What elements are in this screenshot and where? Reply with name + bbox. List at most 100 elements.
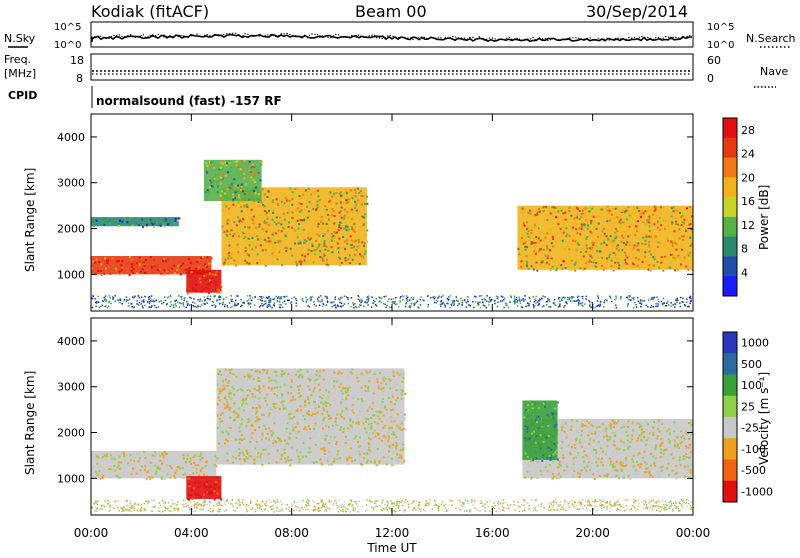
data-cell bbox=[248, 263, 250, 265]
data-cell bbox=[291, 446, 293, 448]
scatter-cell bbox=[221, 505, 223, 507]
data-cell bbox=[228, 375, 230, 377]
data-cell bbox=[372, 432, 374, 434]
scatter-cell bbox=[620, 509, 622, 511]
data-cell bbox=[218, 168, 220, 170]
data-cell bbox=[310, 194, 312, 196]
scatter-cell bbox=[481, 502, 483, 504]
scatter-cell bbox=[110, 505, 112, 507]
nsky-trace bbox=[92, 35, 692, 42]
noise-panel-frame bbox=[91, 22, 693, 47]
data-cell bbox=[676, 427, 678, 429]
scatter-cell bbox=[137, 295, 139, 297]
data-cell bbox=[622, 251, 624, 253]
data-cell bbox=[232, 373, 234, 375]
data-cell bbox=[664, 228, 666, 230]
scatter-cell bbox=[691, 507, 693, 509]
data-cell bbox=[215, 181, 217, 183]
data-cell bbox=[538, 237, 540, 239]
data-cell bbox=[553, 417, 555, 419]
data-cell bbox=[208, 263, 210, 265]
data-cell bbox=[371, 408, 373, 410]
data-cell bbox=[304, 426, 306, 428]
scatter-cell bbox=[566, 303, 568, 305]
data-cell bbox=[356, 377, 358, 379]
scatter-cell bbox=[589, 305, 591, 307]
data-cell bbox=[300, 395, 302, 397]
data-cell bbox=[613, 426, 615, 428]
data-cell bbox=[387, 440, 389, 442]
data-cell bbox=[328, 418, 330, 420]
scatter-cell bbox=[361, 302, 363, 304]
data-cell bbox=[556, 429, 558, 431]
data-cell bbox=[606, 235, 608, 237]
data-cell bbox=[525, 425, 527, 427]
data-cell bbox=[254, 181, 256, 183]
data-cell bbox=[205, 454, 207, 456]
data-cell bbox=[574, 217, 576, 219]
data-cell bbox=[585, 251, 587, 253]
scatter-cell bbox=[217, 511, 219, 512]
data-cell bbox=[297, 207, 299, 209]
data-cell bbox=[257, 205, 259, 207]
data-cell bbox=[545, 437, 547, 439]
scatter-cell bbox=[119, 302, 121, 304]
data-cell bbox=[358, 414, 360, 416]
data-cell bbox=[359, 450, 361, 452]
data-cell bbox=[551, 229, 553, 231]
data-cell bbox=[325, 389, 327, 391]
data-cell bbox=[277, 242, 279, 244]
data-cell bbox=[341, 207, 343, 209]
data-cell bbox=[210, 281, 212, 283]
scatter-cell bbox=[197, 306, 199, 308]
data-cell bbox=[307, 253, 309, 255]
data-cell bbox=[610, 463, 612, 465]
data-cell bbox=[582, 213, 584, 215]
data-cell bbox=[222, 382, 224, 384]
data-cell bbox=[162, 223, 164, 225]
data-cell bbox=[399, 427, 401, 429]
scatter-cell bbox=[405, 303, 407, 305]
data-cell bbox=[281, 230, 283, 232]
scatter-cell bbox=[486, 300, 488, 302]
data-cell bbox=[682, 233, 684, 235]
data-cell bbox=[262, 369, 264, 371]
data-cell bbox=[246, 204, 248, 206]
data-cell bbox=[200, 470, 202, 472]
cpid-text: normalsound (fast) -157 RF bbox=[96, 94, 282, 108]
data-cell bbox=[523, 222, 525, 224]
scatter-cell bbox=[280, 296, 282, 298]
data-cell bbox=[116, 475, 118, 477]
scatter-cell bbox=[657, 305, 659, 307]
data-cell bbox=[662, 270, 664, 272]
data-cell bbox=[283, 415, 285, 417]
scatter-cell bbox=[676, 298, 678, 300]
data-cell bbox=[621, 431, 623, 433]
data-cell bbox=[308, 229, 310, 231]
data-cell bbox=[570, 215, 572, 217]
data-cell bbox=[666, 467, 668, 469]
data-cell bbox=[374, 436, 376, 438]
scatter-cell bbox=[257, 299, 259, 301]
scatter-cell bbox=[477, 302, 479, 304]
power-ylabel: Slant Range [km] bbox=[23, 168, 37, 272]
scatter-cell bbox=[492, 506, 494, 508]
data-cell bbox=[322, 195, 324, 197]
scatter-cell bbox=[420, 510, 422, 512]
scatter-cell bbox=[394, 301, 396, 303]
data-cell bbox=[233, 178, 235, 180]
data-cell bbox=[618, 440, 620, 442]
data-cell bbox=[655, 208, 657, 210]
data-cell bbox=[658, 263, 660, 265]
data-cell bbox=[676, 210, 678, 212]
scatter-cell bbox=[617, 504, 619, 506]
scatter-cell bbox=[396, 303, 398, 305]
data-cell bbox=[566, 234, 568, 236]
data-cell bbox=[673, 207, 675, 209]
data-cell bbox=[109, 273, 111, 275]
data-cell bbox=[302, 442, 304, 444]
data-cell bbox=[336, 381, 338, 383]
data-cell bbox=[220, 390, 222, 392]
data-cell bbox=[238, 235, 240, 237]
data-cell bbox=[315, 423, 317, 425]
